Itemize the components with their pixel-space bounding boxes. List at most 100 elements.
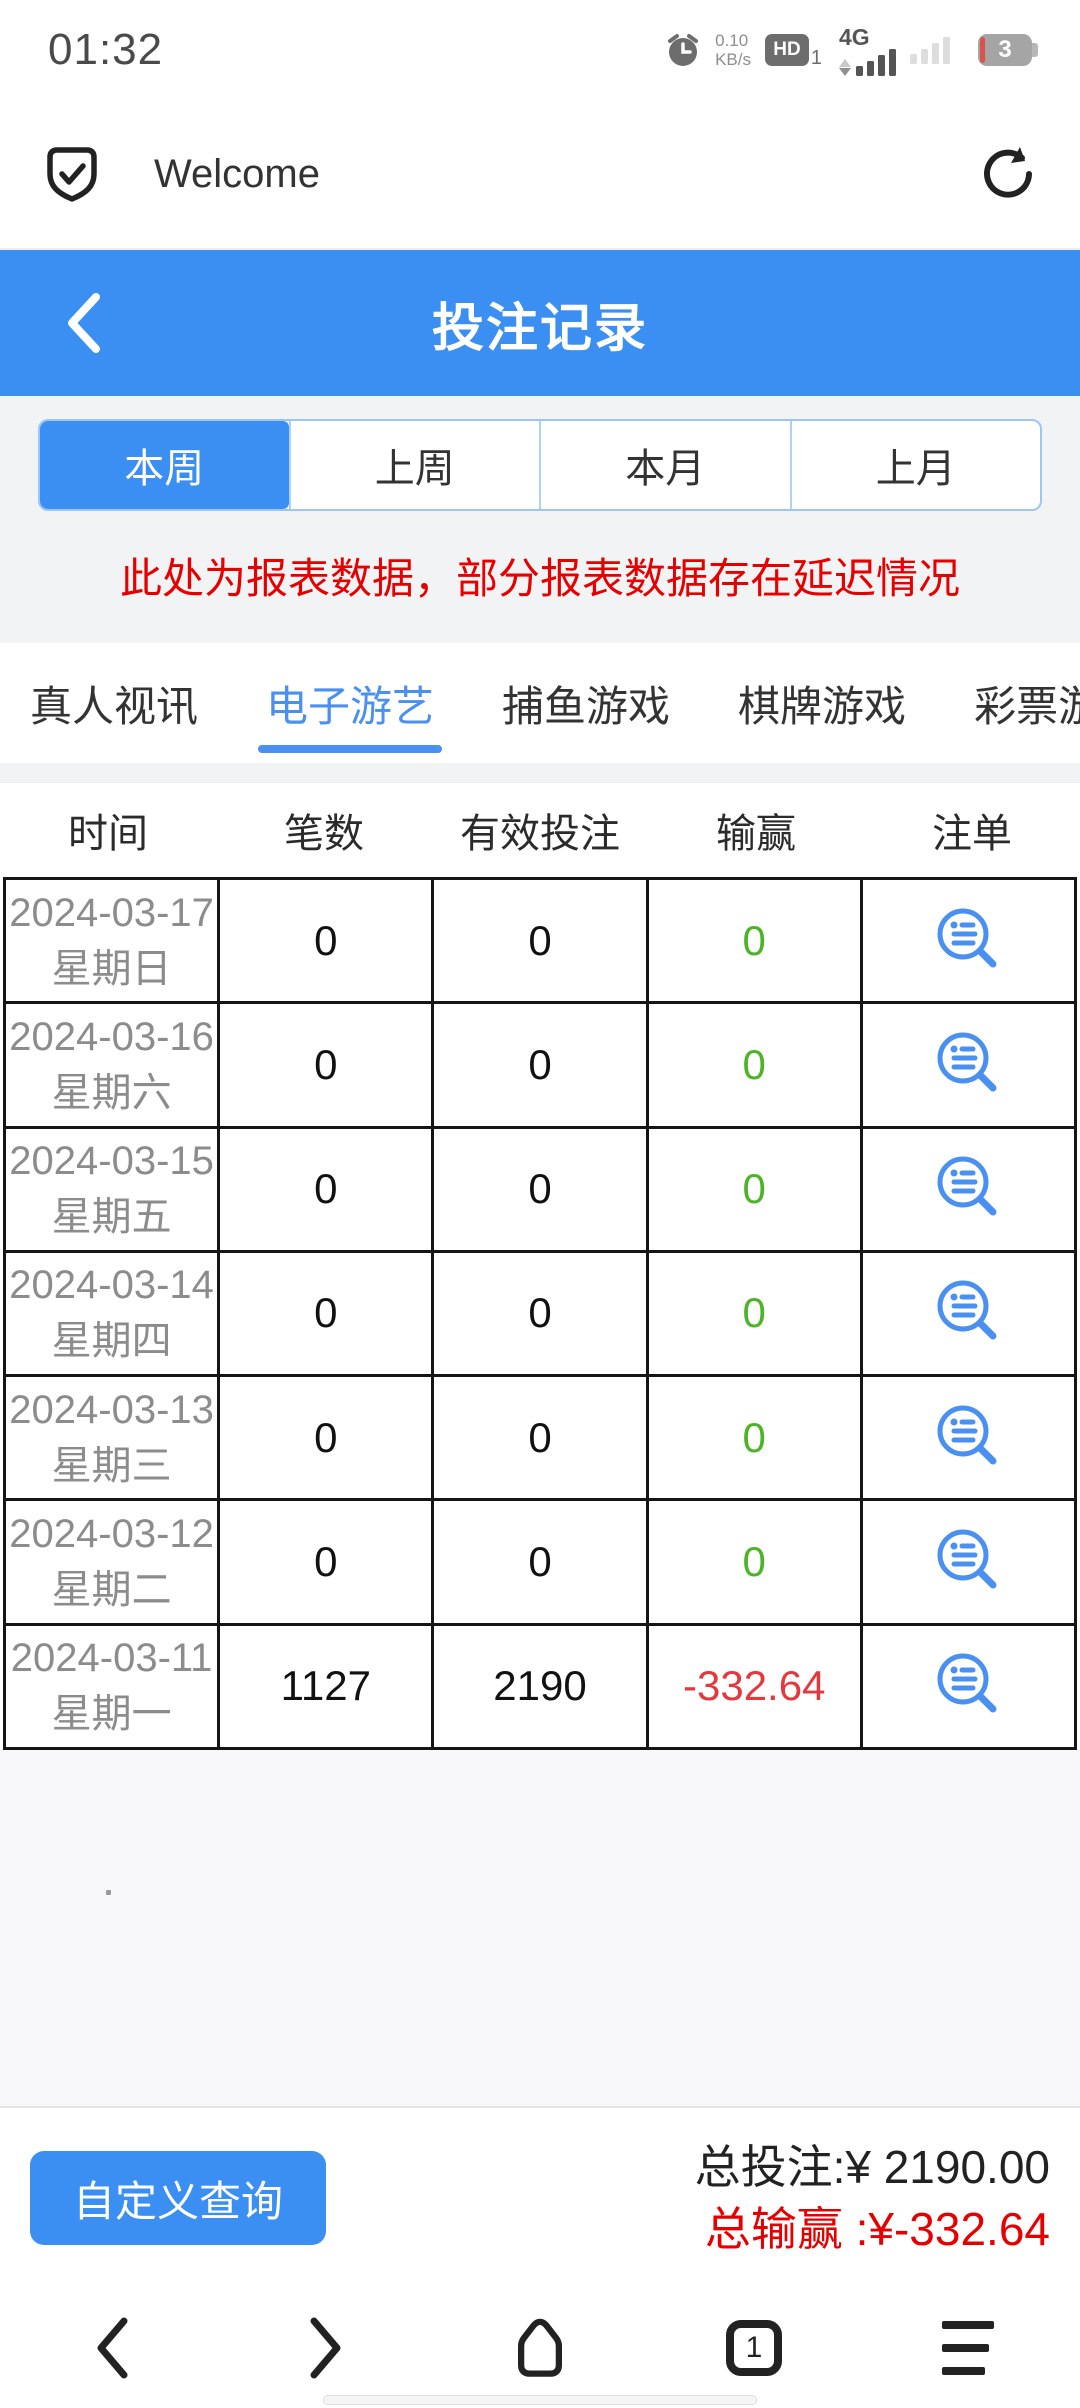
totals: 总投注:¥ 2190.00 总输赢 :¥-332.64: [695, 2136, 1050, 2260]
home-indicator[interactable]: [323, 2395, 757, 2405]
refresh-button[interactable]: [980, 145, 1034, 203]
status-bar: 01:32 0.10 KB/s HD 1 4G: [0, 0, 1080, 100]
browser-nav-bar: 1: [0, 2288, 1080, 2408]
table-row: 2024-03-14 星期四 0 0 0: [6, 1249, 1074, 1375]
status-icons: 0.10 KB/s HD 1 4G 3: [665, 25, 1038, 76]
order-detail-icon[interactable]: [859, 1501, 1074, 1623]
nav-home-icon[interactable]: [510, 2315, 570, 2381]
row-date: 2024-03-13: [9, 1387, 214, 1432]
order-detail-icon[interactable]: [859, 1004, 1074, 1126]
page-title: 投注记录: [431, 299, 648, 358]
row-bets: 0: [217, 1252, 431, 1375]
row-valid-bets: 0: [431, 1128, 645, 1250]
total-bet-amount: 总投注:¥ 2190.00: [694, 2141, 1050, 2193]
row-valid-bets: 0: [431, 1252, 645, 1375]
row-date: 2024-03-11: [10, 1636, 213, 1681]
page-header: 投注记录: [0, 250, 1080, 396]
report-delay-notice: 此处为报表数据，部分报表数据存在延迟情况: [119, 555, 960, 602]
row-weekday: 星期五: [51, 1195, 172, 1240]
row-bets: 0: [217, 880, 431, 1002]
row-valid-bets: 2190: [431, 1625, 645, 1747]
section-divider: [0, 763, 1080, 783]
row-weekday: 星期四: [51, 1319, 172, 1364]
col-header-order: 注单: [932, 812, 1012, 856]
nav-tabs-icon[interactable]: 1: [724, 2315, 784, 2381]
alarm-icon: [665, 32, 701, 68]
row-weekday: 星期日: [51, 946, 172, 991]
category-tab-fishing[interactable]: 捕鱼游戏: [502, 682, 671, 730]
cellular-signal-icon: 4G: [839, 25, 896, 76]
custom-query-button[interactable]: 自定义查询: [30, 2151, 326, 2245]
tab-count: 1: [726, 2320, 782, 2376]
row-weekday: 星期二: [51, 1568, 172, 1613]
browser-header: Welcome: [0, 100, 1080, 250]
order-detail-icon[interactable]: [859, 1128, 1074, 1250]
betting-records-table: 2024-03-17 星期日 0 0 0 2024-03-16 星期六 0 0 0 …: [3, 877, 1077, 1750]
table-row: 2024-03-17 星期日 0 0 0: [6, 880, 1074, 1002]
col-header-valid-bets: 有效投注: [460, 812, 620, 856]
nav-forward-icon[interactable]: [296, 2315, 356, 2381]
total-winloss-amount: 总输赢 :¥-332.64: [704, 2203, 1050, 2255]
row-date: 2024-03-17: [9, 890, 214, 935]
row-weekday: 星期三: [51, 1443, 172, 1488]
row-date: 2024-03-15: [9, 1139, 214, 1184]
nav-back-icon[interactable]: [82, 2315, 142, 2381]
period-tab-group: 本周 上周 本月 上月: [38, 419, 1042, 511]
category-tab-chess[interactable]: 棋牌游戏: [738, 682, 907, 730]
row-valid-bets: 0: [431, 880, 645, 1002]
row-winloss: 0: [645, 1004, 860, 1126]
table-row: 2024-03-12 星期二 0 0 0: [6, 1498, 1074, 1623]
table-header-row: 时间 笔数 有效投注 输赢 注单: [0, 783, 1080, 877]
page-title-welcome: Welcome: [154, 151, 320, 196]
table-row: 2024-03-16 星期六 0 0 0: [6, 1001, 1074, 1126]
row-valid-bets: 0: [431, 1377, 645, 1499]
empty-area: [0, 1750, 1080, 2108]
row-valid-bets: 0: [431, 1004, 645, 1126]
network-speed: 0.10 KB/s: [715, 31, 751, 69]
row-bets: 0: [217, 1377, 431, 1499]
row-date: 2024-03-16: [9, 1014, 214, 1059]
order-detail-icon[interactable]: [859, 1252, 1074, 1375]
period-tab-last-month[interactable]: 上月: [789, 421, 1041, 509]
category-tab-slots[interactable]: 电子游艺: [258, 643, 443, 763]
table-row: 2024-03-15 星期五 0 0 0: [6, 1125, 1074, 1250]
filter-section: 本周 上周 本月 上月 此处为报表数据，部分报表数据存在延迟情况: [0, 396, 1080, 643]
order-detail-icon[interactable]: [859, 1377, 1074, 1499]
category-tab-lottery[interactable]: 彩票游戏: [974, 682, 1080, 730]
shield-check-icon: [46, 146, 98, 202]
period-tab-this-week[interactable]: 本周: [40, 421, 289, 509]
row-winloss: 0: [645, 1377, 860, 1499]
clock-time: 01:32: [48, 25, 164, 74]
row-winloss: 0: [645, 880, 860, 1002]
summary-bar: 自定义查询 总投注:¥ 2190.00 总输赢 :¥-332.64: [0, 2108, 1080, 2288]
row-weekday: 星期一: [51, 1692, 172, 1737]
category-tab-live[interactable]: 真人视讯: [30, 682, 199, 730]
table-row: 2024-03-13 星期三 0 0 0: [6, 1374, 1074, 1499]
col-header-bets: 笔数: [284, 812, 364, 856]
row-weekday: 星期六: [51, 1070, 172, 1115]
col-header-time: 时间: [68, 812, 148, 856]
battery-icon: 3: [978, 34, 1038, 66]
row-winloss: 0: [645, 1252, 860, 1375]
hd-voice-icon: HD 1: [765, 34, 822, 69]
nav-menu-icon[interactable]: [938, 2315, 998, 2381]
category-tab-bar: 真人视讯 电子游艺 捕鱼游戏 棋牌游戏 彩票游戏: [0, 643, 1080, 763]
row-valid-bets: 0: [431, 1501, 645, 1623]
row-bets: 1127: [217, 1625, 431, 1747]
row-date: 2024-03-14: [9, 1263, 214, 1308]
order-detail-icon[interactable]: [859, 1625, 1074, 1747]
back-icon[interactable]: [62, 290, 104, 356]
row-date: 2024-03-12: [9, 1512, 214, 1557]
sim2-signal-icon: [910, 36, 950, 64]
row-bets: 0: [217, 1004, 431, 1126]
order-detail-icon[interactable]: [859, 880, 1074, 1002]
period-tab-this-month[interactable]: 本月: [539, 421, 790, 509]
row-winloss: 0: [645, 1501, 860, 1623]
col-header-winloss: 输赢: [716, 812, 796, 856]
table-row: 2024-03-11 星期一 1127 2190 -332.64: [6, 1622, 1074, 1747]
row-winloss: 0: [645, 1128, 860, 1250]
row-winloss: -332.64: [645, 1625, 860, 1747]
period-tab-last-week[interactable]: 上周: [288, 421, 540, 509]
row-bets: 0: [217, 1128, 431, 1250]
